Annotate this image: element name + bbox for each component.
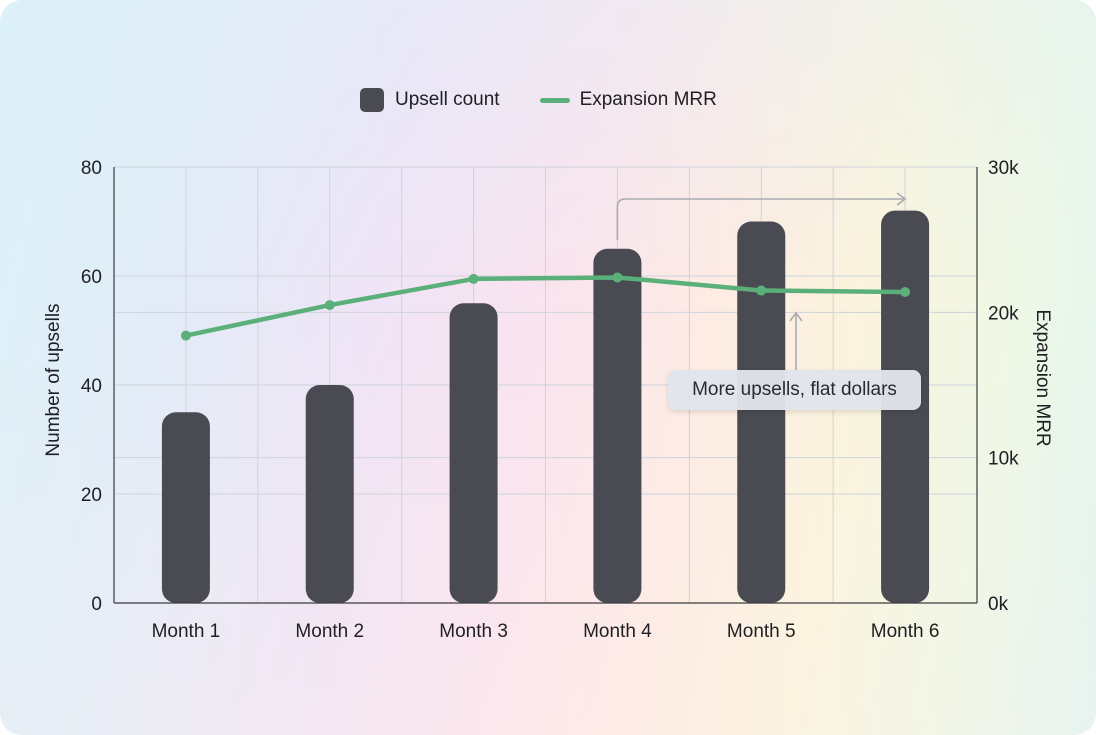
bar-5[interactable] [737, 221, 786, 604]
bar-swatch-icon [360, 88, 384, 112]
line-point-1[interactable] [180, 330, 191, 341]
right-tick-label: 0k [988, 594, 1009, 615]
right-tick-label: 20k [988, 303, 1019, 324]
legend-item-upsell-count[interactable]: Upsell count [360, 88, 500, 112]
x-tick-label: Month 2 [295, 621, 364, 642]
bracket-arrow [616, 198, 906, 240]
line-point-6[interactable] [900, 286, 911, 297]
line-point-2[interactable] [324, 300, 335, 311]
expansion-mrr-line [183, 275, 908, 338]
annotation-text: More upsells, flat dollars [692, 379, 897, 400]
annotation-arrows [616, 192, 907, 370]
annotation-callout: More upsells, flat dollars [668, 370, 921, 410]
x-tick-label: Month 6 [871, 621, 940, 642]
right-tick-label: 30k [988, 158, 1019, 179]
line-point-3[interactable] [468, 273, 479, 284]
bar-3[interactable] [449, 303, 498, 603]
line-point-4[interactable] [612, 272, 623, 283]
left-tick-label: 60 [81, 267, 102, 288]
x-tick-label: Month 1 [152, 621, 221, 642]
legend: Upsell count Expansion MRR [360, 88, 757, 112]
x-tick-label: Month 3 [439, 621, 508, 642]
legend-label: Expansion MRR [579, 89, 717, 110]
right-axis-title: Expansion MRR [1032, 309, 1053, 446]
left-tick-label: 20 [81, 485, 102, 506]
axis-labels: Number of upsells Expansion MRR 0 20 40 60 8… [43, 158, 1053, 642]
line-point-5[interactable] [756, 285, 767, 296]
left-axis-title: Number of upsells [43, 303, 64, 456]
arrowhead-up-icon [789, 311, 803, 322]
x-tick-label: Month 4 [583, 621, 652, 642]
x-tick-label: Month 5 [727, 621, 796, 642]
left-tick-label: 80 [81, 158, 102, 179]
left-tick-label: 40 [81, 376, 102, 397]
bar-series [161, 210, 930, 604]
arrowhead-right-icon [896, 192, 907, 206]
axes [113, 167, 978, 604]
bar-2[interactable] [305, 385, 354, 603]
line-series [180, 272, 911, 341]
legend-label: Upsell count [395, 89, 500, 110]
line-swatch-icon [539, 97, 570, 103]
right-tick-label: 10k [988, 449, 1019, 470]
legend-item-expansion-mrr[interactable]: Expansion MRR [539, 89, 717, 111]
bar-1[interactable] [161, 412, 210, 603]
bar-4[interactable] [593, 248, 642, 603]
left-tick-label: 0 [91, 594, 102, 615]
